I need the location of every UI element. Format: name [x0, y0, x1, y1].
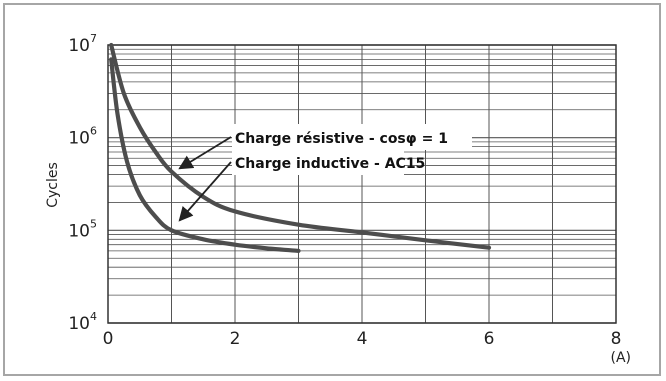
annotation-box — [232, 124, 472, 150]
annotation-label: Charge résistive - cosφ = 1 — [235, 131, 448, 147]
tick-labels: 0 2 4 6 8 104 105 106 107 — [68, 32, 621, 349]
axes — [107, 44, 617, 324]
series-layer — [109, 42, 492, 253]
x-tick-label: 8 — [611, 329, 622, 349]
plot-area-border — [107, 44, 617, 324]
x-axis-unit: (A) — [610, 350, 631, 366]
annotation-label: Charge inductive - AC15 — [235, 156, 425, 172]
x-tick-label: 2 — [230, 329, 241, 349]
annotation-layer: Charge résistive - cosφ = 1 Charge induct… — [178, 124, 472, 222]
x-tick-label: 0 — [103, 329, 114, 349]
y-axis-label: Cycles — [45, 162, 61, 208]
y-tick-label: 107 — [68, 32, 97, 56]
y-tick-label: 106 — [68, 125, 97, 149]
annotation-box — [232, 149, 404, 175]
annotation-arrow — [178, 136, 232, 170]
series-line-resistive — [109, 42, 492, 250]
y-tick-label: 104 — [68, 310, 97, 334]
annotation-arrow — [178, 161, 232, 222]
series-line-inductive — [109, 57, 301, 253]
y-tick-label: 105 — [68, 217, 97, 241]
x-tick-label: 4 — [357, 329, 368, 349]
x-tick-label: 6 — [484, 329, 495, 349]
